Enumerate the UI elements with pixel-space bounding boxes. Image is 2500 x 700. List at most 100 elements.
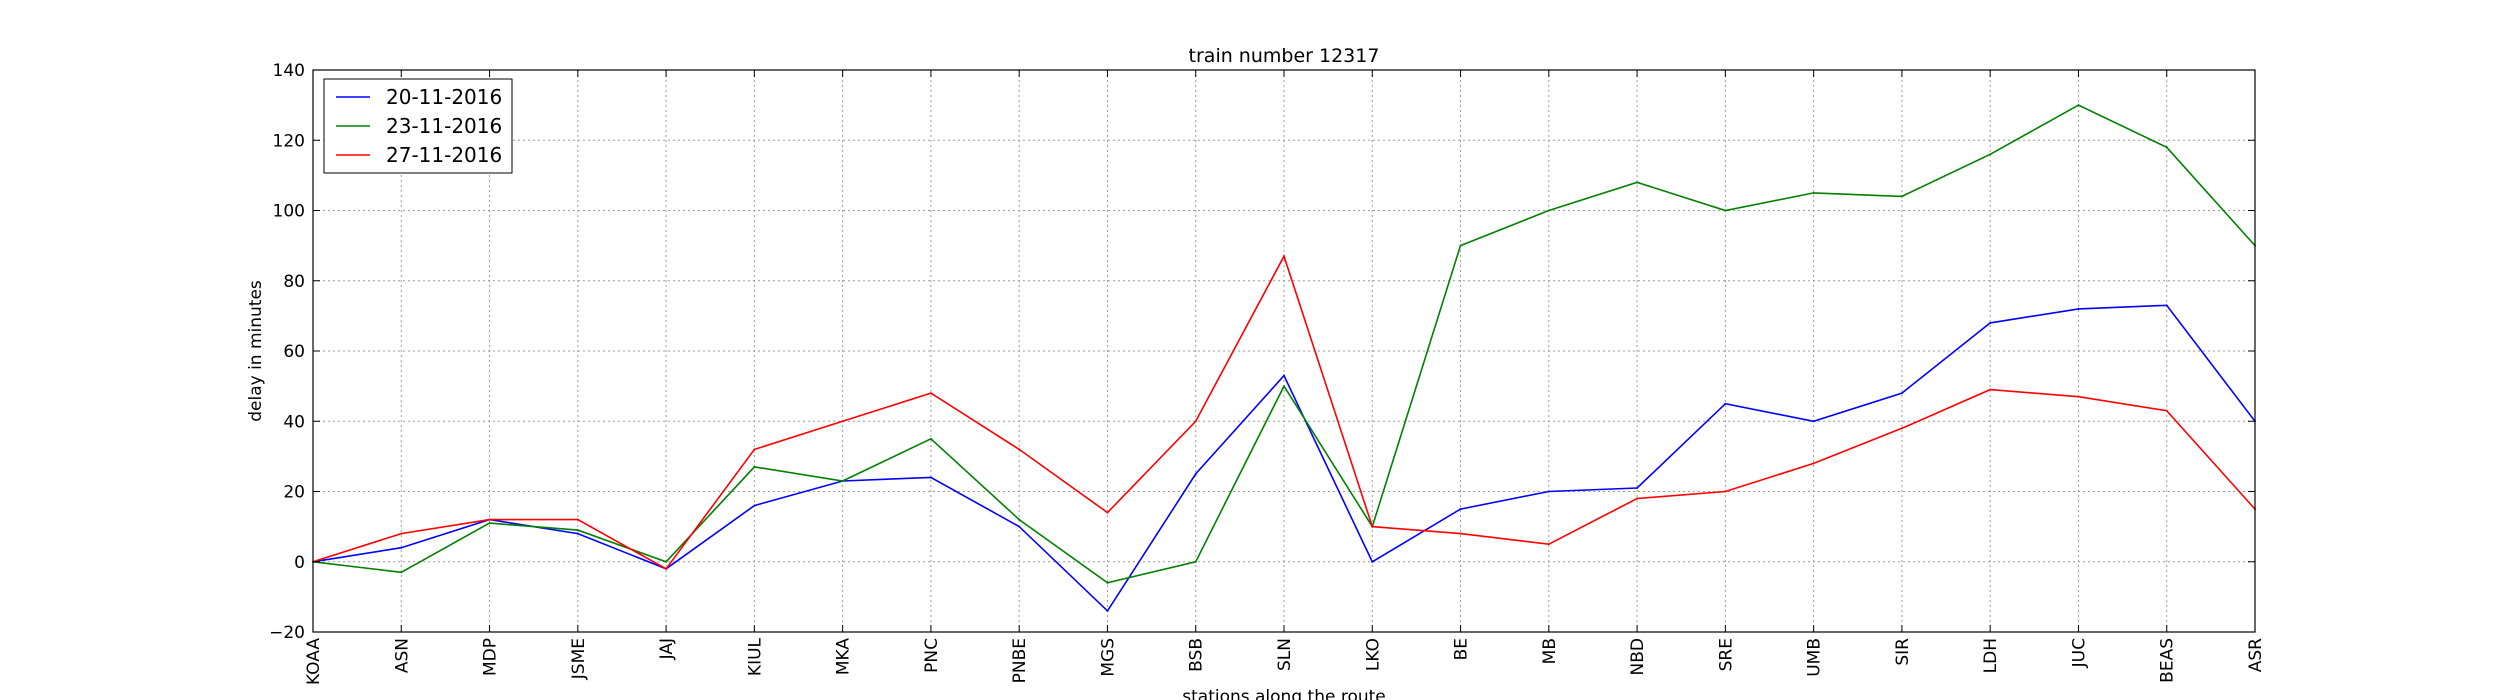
data-point bbox=[1812, 191, 1815, 194]
series-layer bbox=[312, 104, 2256, 613]
legend-label: 23-11-2016 bbox=[386, 114, 502, 138]
x-tick-label: MGS bbox=[1098, 638, 1118, 677]
data-point bbox=[1194, 560, 1197, 563]
data-point bbox=[2077, 307, 2080, 310]
x-tick-label: PNC bbox=[922, 638, 942, 673]
x-tick-label: ASR bbox=[2246, 638, 2266, 672]
data-point bbox=[2077, 104, 2080, 107]
y-axis-label: delay in minutes bbox=[246, 280, 266, 422]
data-point bbox=[753, 448, 756, 451]
data-point bbox=[576, 529, 579, 532]
y-tick-label: 40 bbox=[283, 412, 305, 432]
x-tick-label: MKA bbox=[834, 638, 854, 676]
x-tick-label: KIUL bbox=[745, 637, 765, 676]
x-tick-label: MB bbox=[1540, 638, 1560, 664]
x-tick-label: LDH bbox=[1981, 638, 2001, 673]
x-tick-label: SRE bbox=[1716, 638, 1736, 671]
x-tick-label: SLN bbox=[1275, 638, 1295, 671]
legend-label: 20-11-2016 bbox=[386, 85, 502, 109]
data-point bbox=[1900, 427, 1903, 430]
x-axis: KOAA ASN MDP JSME JAJ KIUL MKA PNC PNBE MGS BSB SLN… bbox=[304, 70, 2266, 685]
data-point bbox=[1106, 609, 1109, 612]
data-point bbox=[400, 571, 403, 574]
data-point bbox=[488, 522, 491, 525]
data-point bbox=[929, 392, 932, 395]
data-point bbox=[1194, 420, 1197, 423]
data-point bbox=[1547, 490, 1550, 493]
data-point bbox=[753, 465, 756, 468]
y-tick-label: 60 bbox=[283, 342, 305, 362]
y-tick-label: 20 bbox=[283, 483, 305, 503]
data-point bbox=[1283, 385, 1285, 388]
data-point bbox=[1547, 543, 1550, 546]
data-point bbox=[1636, 486, 1639, 489]
x-tick-label: ASN bbox=[392, 638, 412, 673]
x-tick-label: PNBE bbox=[1010, 638, 1030, 683]
data-point bbox=[1106, 581, 1109, 584]
x-tick-label: JUC bbox=[2069, 638, 2089, 668]
x-tick-label: BEAS bbox=[2158, 638, 2178, 683]
y-tick-label: 120 bbox=[273, 131, 305, 151]
data-point bbox=[1018, 525, 1021, 528]
x-tick-label: UMB bbox=[1805, 638, 1825, 677]
data-point bbox=[1636, 497, 1639, 500]
data-point bbox=[2077, 395, 2080, 398]
data-point bbox=[1636, 181, 1639, 184]
data-point bbox=[1459, 244, 1462, 247]
data-point bbox=[400, 546, 403, 549]
y-tick-label: 80 bbox=[283, 272, 305, 292]
data-point bbox=[753, 504, 756, 507]
data-point bbox=[1283, 374, 1285, 377]
data-point bbox=[1724, 209, 1727, 212]
data-point bbox=[2165, 409, 2168, 412]
x-tick-label: BE bbox=[1452, 638, 1472, 660]
data-point bbox=[1459, 508, 1462, 511]
data-point bbox=[1812, 420, 1815, 423]
x-tick-label: MDP bbox=[481, 638, 501, 676]
data-point bbox=[1371, 525, 1374, 528]
data-point bbox=[576, 518, 579, 521]
x-tick-label: JSME bbox=[569, 638, 589, 680]
chart-title: train number 12317 bbox=[1189, 45, 1380, 67]
data-point bbox=[665, 560, 668, 563]
data-point bbox=[929, 437, 932, 440]
data-point bbox=[1812, 462, 1815, 465]
data-point bbox=[1018, 518, 1021, 521]
data-point bbox=[1018, 448, 1021, 451]
y-axis: −20 0 20 40 60 80 100 120 140 bbox=[269, 61, 2255, 643]
data-point bbox=[1724, 490, 1727, 493]
x-tick-label: JAJ bbox=[657, 638, 677, 660]
data-point bbox=[1283, 255, 1285, 258]
data-point bbox=[1989, 153, 1992, 156]
data-point bbox=[576, 532, 579, 535]
x-tick-label: NBD bbox=[1628, 638, 1648, 675]
data-point bbox=[1194, 472, 1197, 475]
x-tick-label: KOAA bbox=[304, 638, 324, 685]
y-tick-label: 140 bbox=[273, 61, 305, 81]
legend: 20-11-2016 23-11-2016 27-11-2016 bbox=[323, 78, 513, 174]
x-tick-label: LKO bbox=[1363, 638, 1383, 671]
data-point bbox=[1547, 209, 1550, 212]
data-point bbox=[1106, 511, 1109, 514]
data-point bbox=[1900, 392, 1903, 395]
y-tick-label: 100 bbox=[273, 202, 305, 222]
x-tick-label: SIR bbox=[1893, 638, 1913, 666]
data-point bbox=[2165, 146, 2168, 149]
data-point bbox=[1989, 321, 1992, 324]
legend-label: 27-11-2016 bbox=[386, 143, 502, 167]
data-point bbox=[1724, 402, 1727, 405]
data-point bbox=[841, 479, 844, 482]
data-point bbox=[841, 420, 844, 423]
y-tick-label: 0 bbox=[294, 553, 305, 573]
data-point bbox=[1459, 532, 1462, 535]
data-point bbox=[400, 532, 403, 535]
data-point bbox=[1371, 560, 1374, 563]
data-point bbox=[665, 567, 668, 570]
grid bbox=[312, 69, 2256, 633]
data-point bbox=[1989, 388, 1992, 391]
data-point bbox=[488, 518, 491, 521]
x-tick-label: BSB bbox=[1187, 638, 1207, 672]
x-axis-label: stations along the route bbox=[1182, 687, 1386, 700]
data-point bbox=[1900, 195, 1903, 198]
